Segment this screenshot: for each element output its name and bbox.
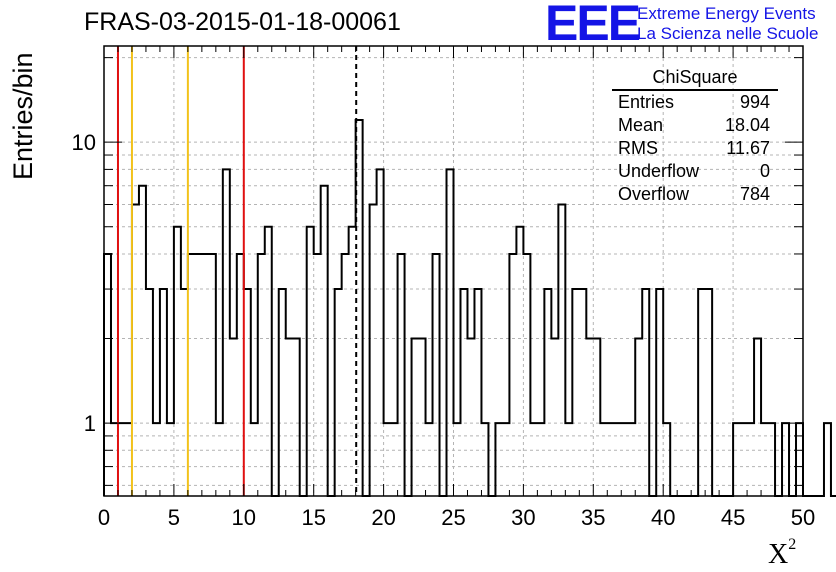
stats-label: Underflow	[618, 161, 700, 181]
stats-label: Entries	[618, 92, 675, 112]
x-tick-label: 50	[791, 505, 815, 530]
x-axis-label-base: X	[768, 539, 789, 570]
logo-line-1: Extreme Energy Events	[637, 4, 816, 23]
x-tick-label: 40	[651, 505, 675, 530]
x-tick-label: 20	[371, 505, 395, 530]
stats-value: 0	[759, 161, 770, 181]
logo-line-2: La Scienza nelle Scuole	[637, 24, 819, 43]
stats-value: 994	[739, 92, 770, 112]
x-tick-label: 30	[511, 505, 535, 530]
x-tick-label: 35	[581, 505, 605, 530]
x-axis-label: X2	[768, 536, 796, 571]
stats-row-overflow: Overflow 784	[612, 183, 778, 206]
eee-logo: EEE	[545, 0, 641, 51]
x-axis-label-superscript: 2	[788, 536, 797, 553]
stats-box: ChiSquare Entries 994 Mean 18.04 RMS 11.67 …	[612, 66, 778, 206]
histogram-line	[103, 118, 836, 497]
stats-row-entries: Entries 994	[612, 91, 778, 114]
x-tick-label: 5	[168, 505, 180, 530]
stats-label: Mean	[618, 115, 664, 135]
x-tick-label: 25	[441, 505, 465, 530]
stats-row-rms: RMS 11.67	[612, 137, 778, 160]
y-tick-label: 1	[84, 411, 96, 436]
stats-value: 11.67	[726, 138, 770, 158]
x-tick-label: 0	[98, 505, 110, 530]
stats-row-mean: Mean 18.04	[612, 114, 778, 137]
stats-row-underflow: Underflow 0	[612, 160, 778, 183]
x-tick-label: 10	[232, 505, 256, 530]
stats-label: Overflow	[618, 184, 690, 204]
logo-caption: Extreme Energy Events La Scienza nelle S…	[637, 4, 818, 44]
y-axis-label: Entries/bin	[8, 52, 38, 180]
chart-title: FRAS-03-2015-01-18-00061	[84, 8, 401, 36]
stats-value: 784	[739, 184, 770, 204]
y-tick-label: 10	[72, 130, 96, 155]
stats-label: RMS	[618, 138, 658, 158]
x-tick-label: 15	[301, 505, 325, 530]
stats-title: ChiSquare	[612, 66, 778, 91]
x-tick-label: 45	[721, 505, 745, 530]
stats-value: 18.04	[724, 115, 770, 135]
